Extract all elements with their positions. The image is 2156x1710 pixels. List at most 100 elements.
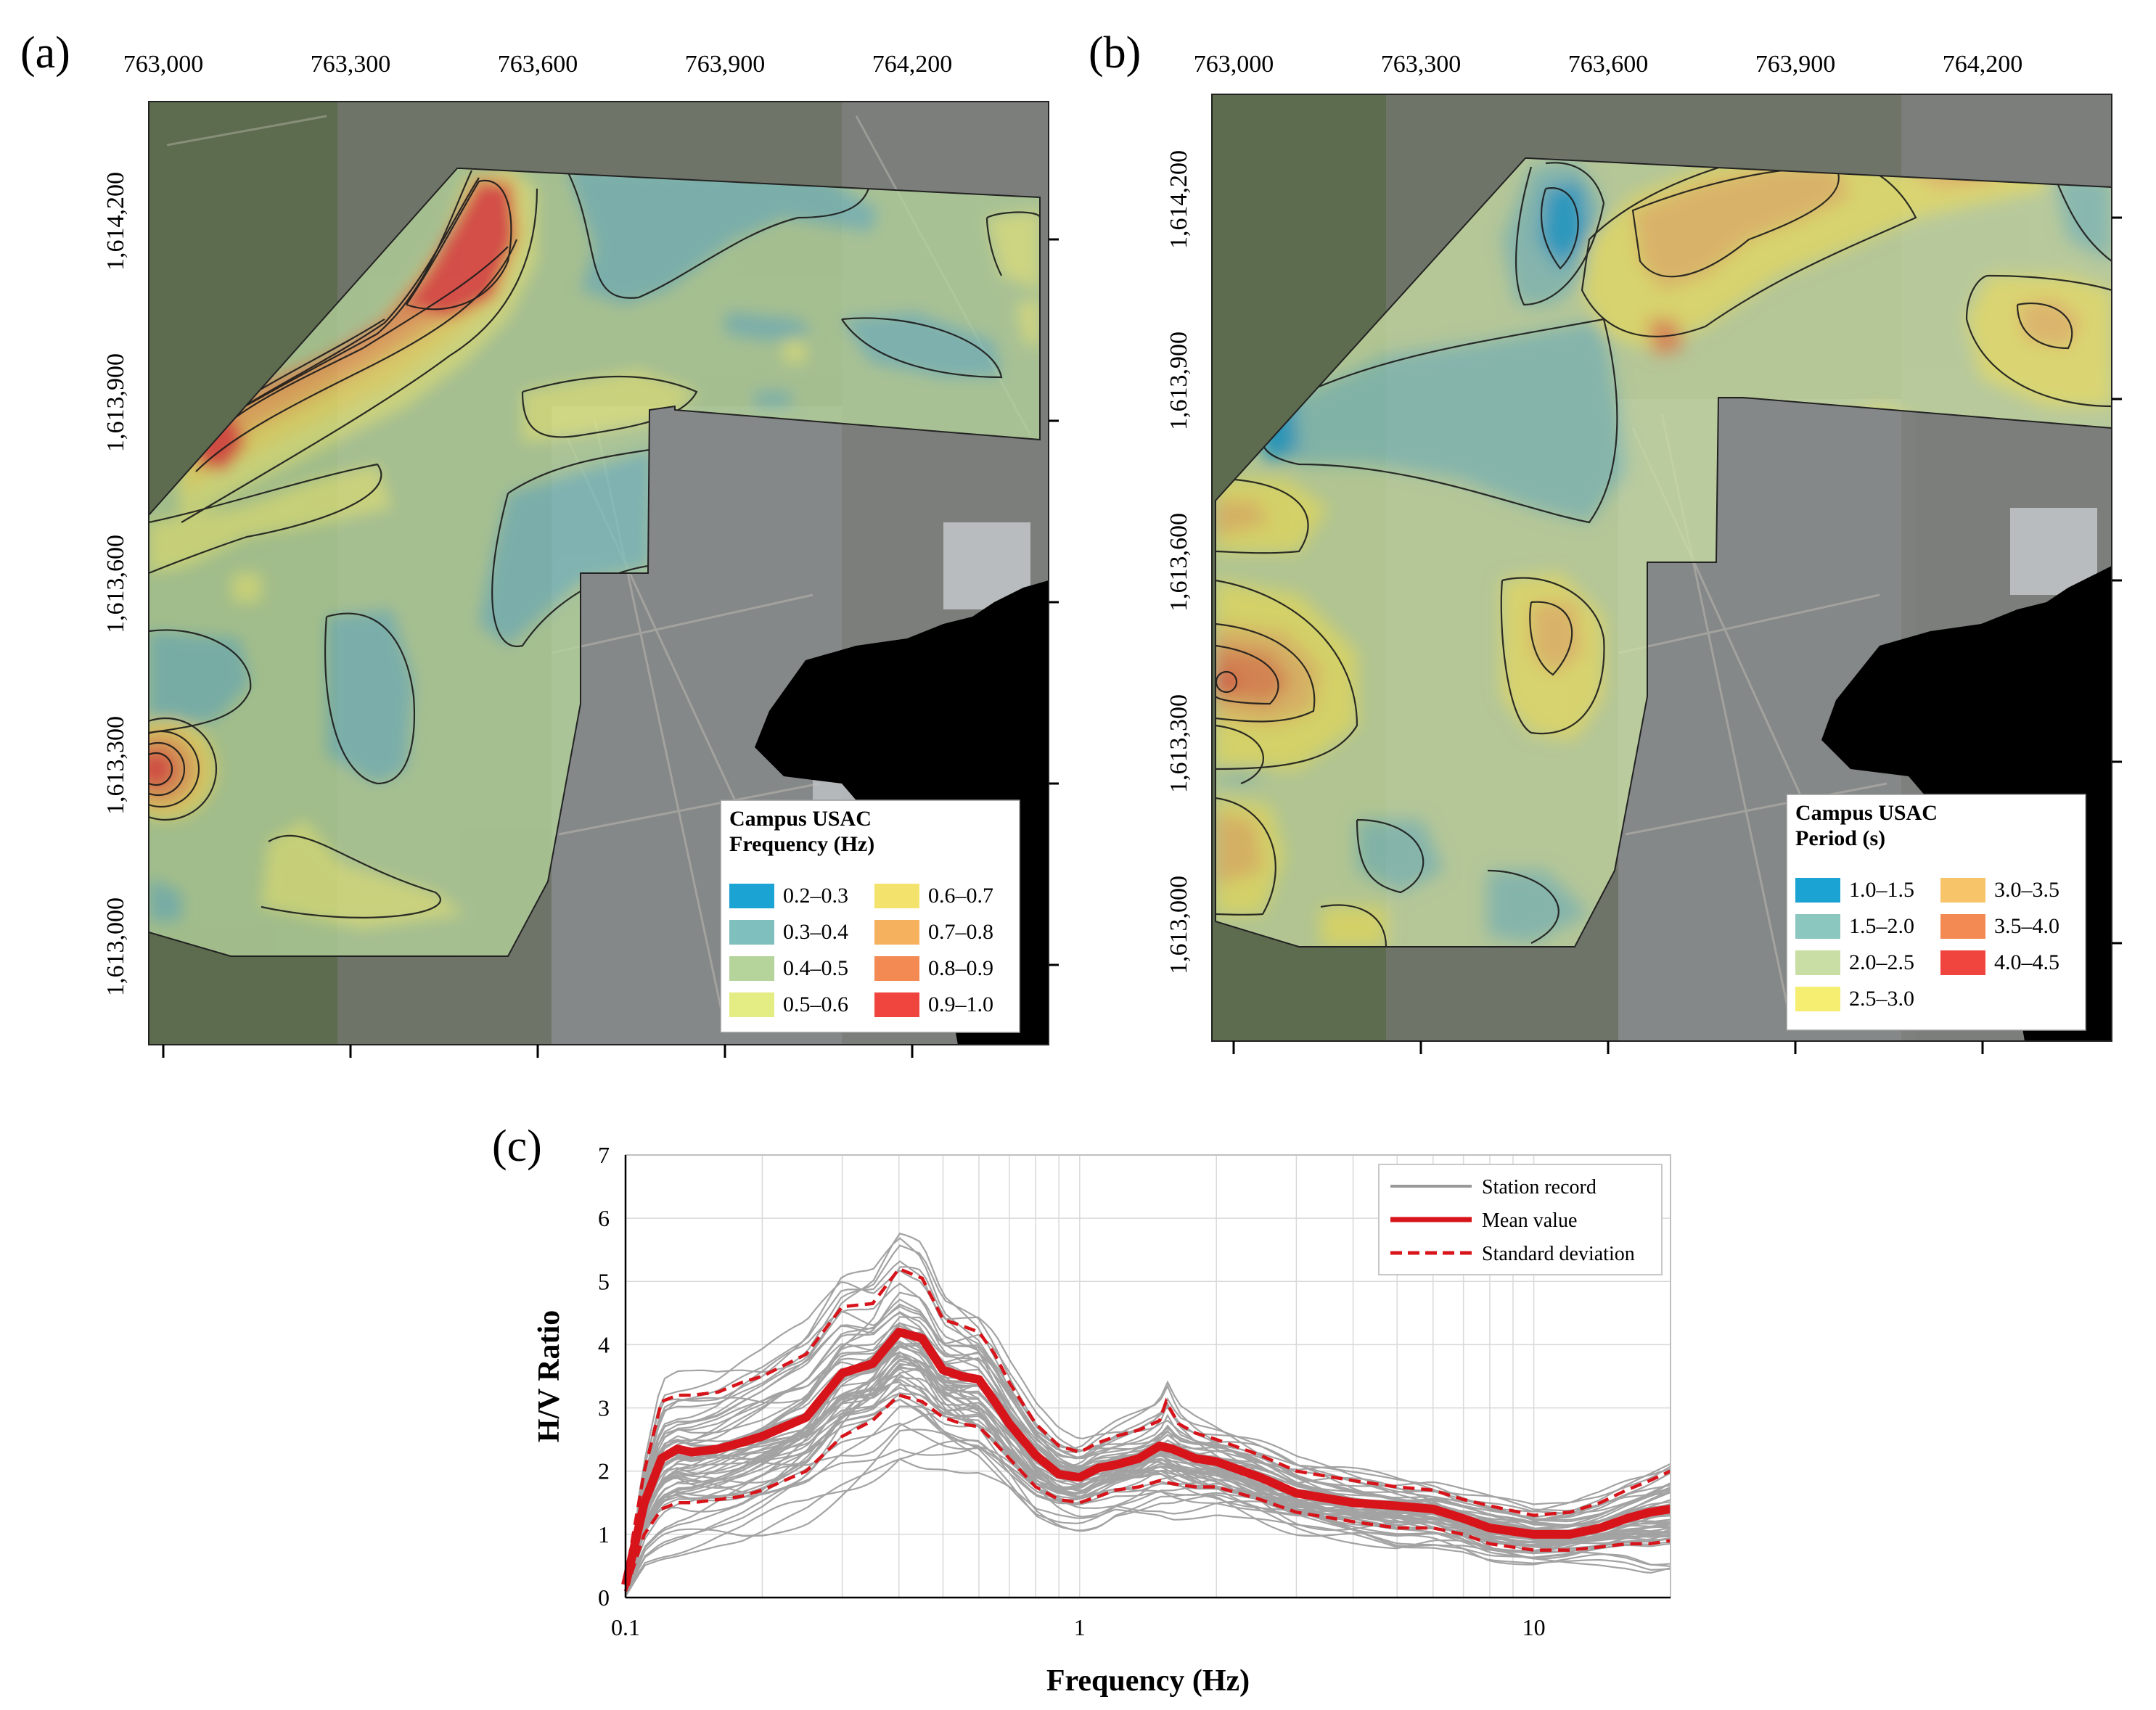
legend-item: 3.5–4.0 — [1940, 910, 2082, 942]
y-tick-label: 1,613,000 — [1165, 876, 1192, 974]
legend-b-title: Campus USAC — [1795, 801, 1938, 825]
panel-c: (c) 0 1 2 3 4 5 6 7 0.1 1 10 Frequency (Hz) H/V Rati… — [0, 1088, 2156, 1710]
std-lower-line — [623, 1393, 1671, 1592]
y-tick-label: 1 — [598, 1521, 610, 1547]
legend-label: 0.7–0.8 — [928, 920, 993, 944]
map-a — [148, 101, 1059, 1058]
station-record-line — [624, 1422, 1671, 1594]
x-tick-label: 763,300 — [310, 51, 391, 78]
panel-c-label: (c) — [492, 1122, 542, 1171]
legend-a-content: Campus USAC Frequency (Hz) 0.2–0.3 0.6–0.… — [729, 807, 1016, 1028]
chart-legend-label: Standard deviation — [1482, 1243, 1635, 1265]
legend-item: 0.4–0.5 — [729, 952, 871, 984]
legend-swatch — [1795, 878, 1840, 903]
y-tick-label: 1,613,300 — [102, 716, 129, 815]
station-record-line — [625, 1458, 1671, 1597]
legend-label: 0.6–0.7 — [928, 884, 993, 908]
legend-item: 2.0–2.5 — [1795, 946, 1937, 978]
x-axis-title: Frequency (Hz) — [1046, 1664, 1250, 1698]
ticks-b — [1232, 216, 2122, 1054]
station-record-line — [625, 1305, 1671, 1586]
panel-b-label: (b) — [1089, 28, 1141, 78]
station-record-line — [625, 1311, 1671, 1586]
y-axis-title: H/V Ratio — [533, 1310, 566, 1442]
legend-label: 0.8–0.9 — [928, 956, 993, 980]
legend-swatch — [874, 992, 919, 1017]
legend-label: 3.5–4.0 — [1994, 914, 2059, 938]
legend-swatch — [1940, 914, 1985, 939]
legend-b-content: Campus USAC Period (s) 1.0–1.5 3.0–3.5 1.5… — [1795, 801, 2082, 1026]
legend-b-subtitle: Period (s) — [1795, 826, 1886, 850]
legend-label: 1.0–1.5 — [1849, 878, 1914, 902]
legend-item: 0.7–0.8 — [874, 916, 1016, 948]
legend-label: 0.2–0.3 — [783, 884, 848, 908]
x-tick-label: 764,200 — [872, 51, 953, 78]
y-tick-label: 1,613,900 — [102, 353, 129, 452]
y-tick-label: 1,613,300 — [1165, 694, 1192, 793]
legend-label: 0.3–0.4 — [783, 920, 848, 944]
legend-label: 4.0–4.5 — [1994, 950, 2059, 974]
legend-label: 0.9–1.0 — [928, 992, 993, 1016]
legend-label: 1.5–2.0 — [1849, 914, 1914, 938]
legend-item: 0.5–0.6 — [729, 988, 871, 1020]
x-tick-label: 764,200 — [1942, 51, 2023, 78]
legend-item: 4.0–4.5 — [1940, 946, 2082, 978]
chart-legend: Station record Mean value Standard deviati… — [1378, 1164, 1663, 1275]
legend-item: 0.6–0.7 — [874, 879, 1016, 911]
mean-line — [621, 1328, 1671, 1586]
legend-item: 0.9–1.0 — [874, 988, 1016, 1020]
station-record-line — [625, 1345, 1671, 1586]
panel-a: (a) — [0, 0, 1089, 1081]
panel-a-label: (a) — [20, 28, 70, 78]
legend-item: 0.8–0.9 — [874, 952, 1016, 984]
y-tick-label: 1,614,200 — [1165, 150, 1192, 249]
map-b — [1211, 94, 2122, 1054]
y-tick-label: 5 — [598, 1268, 610, 1294]
station-records — [624, 1233, 1671, 1597]
legend-swatch — [874, 884, 919, 908]
station-record-line — [625, 1260, 1671, 1586]
std-upper-line — [623, 1267, 1671, 1579]
legend-swatch — [1795, 987, 1840, 1011]
legend-item: 2.5–3.0 — [1795, 982, 1937, 1014]
legend-label: 0.5–0.6 — [783, 992, 848, 1016]
y-tick-label: 7 — [598, 1142, 610, 1168]
legend-a-title: Campus USAC — [729, 807, 872, 831]
legend-item: 0.2–0.3 — [729, 879, 871, 911]
legend-label: 3.0–3.5 — [1994, 878, 2059, 902]
legend-swatch — [1795, 950, 1840, 975]
legend-swatch — [874, 920, 919, 945]
legend-swatch — [1940, 950, 1985, 975]
station-record-line — [624, 1322, 1671, 1587]
chart-legend-label: Station record — [1482, 1176, 1596, 1199]
legend-item: 0.3–0.4 — [729, 916, 871, 948]
station-record-line — [625, 1331, 1671, 1586]
legend-swatch — [729, 956, 774, 981]
legend-item: 1.0–1.5 — [1795, 874, 1937, 905]
y-tick-label: 6 — [598, 1205, 610, 1231]
x-tick-label: 763,600 — [1567, 51, 1649, 78]
map-frame-b — [1211, 94, 2112, 1042]
legend-swatch — [729, 884, 774, 908]
station-record-line — [625, 1316, 1671, 1586]
campus-boundary-b — [1215, 157, 2112, 948]
y-tick-label: 1,613,600 — [1165, 513, 1192, 612]
x-tick-label: 1 — [1074, 1614, 1086, 1640]
x-tick-label: 0.1 — [611, 1614, 640, 1640]
y-tick-label: 1,614,200 — [102, 172, 129, 271]
legend-a-subtitle: Frequency (Hz) — [729, 832, 875, 856]
x-tick-label: 10 — [1522, 1614, 1546, 1640]
legend-swatch — [729, 920, 774, 945]
station-record-line — [624, 1381, 1671, 1590]
map-frame-a — [148, 101, 1049, 1045]
y-tick-label: 1,613,900 — [1165, 332, 1192, 430]
x-tick-label: 763,000 — [123, 51, 204, 78]
y-tick-label: 1,613,600 — [102, 535, 129, 633]
legend-item: 1.5–2.0 — [1795, 910, 1937, 942]
y-tick-label: 1,613,000 — [102, 897, 129, 996]
legend-swatch — [729, 992, 774, 1017]
legend-label: 2.5–3.0 — [1849, 987, 1914, 1011]
legend-swatch — [874, 956, 919, 981]
panel-b: (b) — [1081, 0, 2156, 1081]
y-tick-label: 3 — [598, 1395, 610, 1421]
